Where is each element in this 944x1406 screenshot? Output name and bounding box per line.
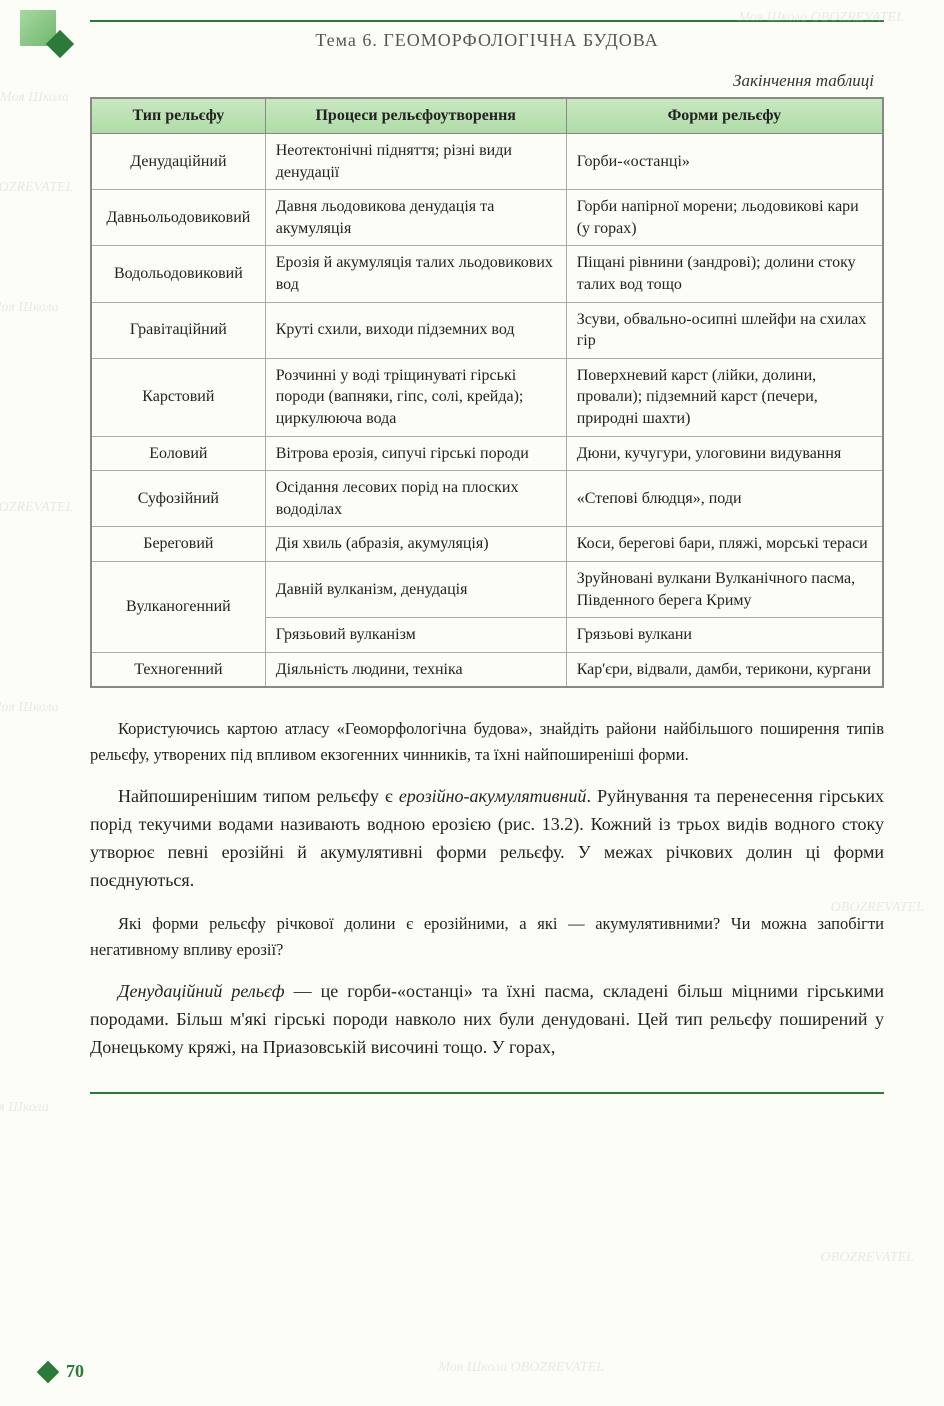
cell-type: Суфозійний — [91, 471, 265, 527]
table-row: Денудаційний Неотектонічні підняття; різ… — [91, 134, 883, 190]
table-row: Еоловий Вітрова ерозія, сипучі гірські п… — [91, 436, 883, 471]
table-header-col3: Форми рельєфу — [566, 98, 883, 134]
cell-type: Береговий — [91, 527, 265, 562]
italic-term: Денудаційний рельєф — [118, 981, 285, 1001]
italic-term: ерозійно-акумулятивний — [399, 786, 587, 806]
watermark: Моя Школа — [0, 700, 59, 716]
cell-type: Водольодовиковий — [91, 246, 265, 302]
corner-decoration — [20, 10, 80, 60]
watermark: Моя Школа — [0, 1100, 49, 1116]
watermark: OBOZREVATEL — [0, 500, 73, 516]
cell-forms: Горби напірної морени; льодовикові кари … — [566, 190, 883, 246]
watermark: OBOZREVATEL — [821, 1250, 914, 1266]
table-row: Карстовий Розчинні у воді тріщинуваті гі… — [91, 358, 883, 436]
cell-process: Давній вулканізм, денудація — [265, 561, 566, 617]
cell-type: Техногенний — [91, 652, 265, 687]
cell-process: Ерозія й акумуляція талих льодовикових в… — [265, 246, 566, 302]
table-row: Гравітаційний Круті схили, виходи підзем… — [91, 302, 883, 358]
table-caption: Закінчення таблиці — [90, 71, 884, 91]
cell-process: Круті схили, виходи підземних вод — [265, 302, 566, 358]
cell-process: Грязьовий вулканізм — [265, 618, 566, 653]
page-header-title: Тема 6. ГЕОМОРФОЛОГІЧНА БУДОВА — [90, 30, 884, 51]
cell-type: Еоловий — [91, 436, 265, 471]
cell-forms: Грязьові вулкани — [566, 618, 883, 653]
cell-type: Давньольодовиковий — [91, 190, 265, 246]
cell-forms: «Степові блюдця», поди — [566, 471, 883, 527]
diamond-icon — [37, 1360, 60, 1383]
cell-forms: Горби-«останці» — [566, 134, 883, 190]
cell-process: Дія хвиль (абразія, акумуляція) — [265, 527, 566, 562]
table-header-col1: Тип рельєфу — [91, 98, 265, 134]
cell-process: Давня льодовикова денудація та акумуляці… — [265, 190, 566, 246]
page-number: 70 — [66, 1361, 84, 1382]
question-paragraph: Які форми рельєфу річкової долини є ероз… — [90, 911, 884, 962]
textbook-page: Моя Школа OBOZREVATEL Моя Школа OBOZREVA… — [0, 0, 944, 1406]
watermark: OBOZREVATEL — [0, 180, 73, 196]
watermark: Моя Школа — [0, 90, 69, 106]
table-row: Техногенний Діяльність людини, техніка К… — [91, 652, 883, 687]
cell-forms: Зруйновані вулкани Вулканічного пасма, П… — [566, 561, 883, 617]
table-row: Давньольодовиковий Давня льодовикова ден… — [91, 190, 883, 246]
cell-process: Вітрова ерозія, сипучі гірські породи — [265, 436, 566, 471]
cell-forms: Зсуви, обвально-осипні шлейфи на схилах … — [566, 302, 883, 358]
watermark: Моя Школа OBOZREVATEL — [438, 1360, 604, 1376]
header-rule — [90, 20, 884, 26]
table-row: Береговий Дія хвиль (абразія, акумуляція… — [91, 527, 883, 562]
cell-forms: Кар'єри, відвали, дамби, терикони, курга… — [566, 652, 883, 687]
relief-table: Тип рельєфу Процеси рельєфоутворення Фор… — [90, 97, 884, 688]
text-run: Найпоширенішим типом рельєфу є — [118, 786, 399, 806]
cell-forms: Поверхневий карст (лійки, долини, провал… — [566, 358, 883, 436]
cell-process: Розчинні у воді тріщинуваті гірські поро… — [265, 358, 566, 436]
watermark: Моя Школа — [0, 300, 59, 316]
cell-forms: Піщані рівнини (зандрові); долини стоку … — [566, 246, 883, 302]
cell-type: Денудаційний — [91, 134, 265, 190]
instruction-paragraph: Користуючись картою атласу «Геоморфологі… — [90, 716, 884, 767]
table-row: Суфозійний Осідання лесових порід на пло… — [91, 471, 883, 527]
cell-type: Гравітаційний — [91, 302, 265, 358]
cell-type: Вулканогенний — [91, 561, 265, 652]
body-paragraph: Найпоширенішим типом рельєфу є ерозійно-… — [90, 783, 884, 895]
table-row: Водольодовиковий Ерозія й акумуляція тал… — [91, 246, 883, 302]
cell-forms: Коси, берегові бари, пляжі, морські тера… — [566, 527, 883, 562]
cell-process: Діяльність людини, техніка — [265, 652, 566, 687]
cell-process: Осідання лесових порід на плоских вододі… — [265, 471, 566, 527]
footer-rule — [90, 1092, 884, 1094]
cell-type: Карстовий — [91, 358, 265, 436]
cell-process: Неотектонічні підняття; різні види денуд… — [265, 134, 566, 190]
body-paragraph: Денудаційний рельєф — це горби-«останці»… — [90, 978, 884, 1062]
table-row: Вулканогенний Давній вулканізм, денудаці… — [91, 561, 883, 617]
table-header-col2: Процеси рельєфоутворення — [265, 98, 566, 134]
cell-forms: Дюни, кучугури, улоговини видування — [566, 436, 883, 471]
page-number-block: 70 — [40, 1361, 84, 1382]
